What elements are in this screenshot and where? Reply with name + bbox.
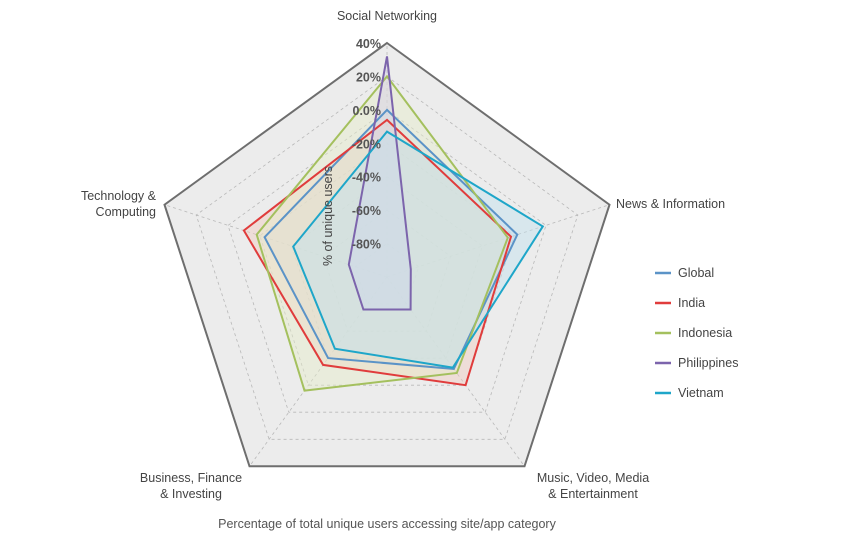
series-area-india (243, 119, 511, 386)
category-label: Social Networking (337, 9, 437, 23)
grid-ring (354, 243, 420, 305)
series-line-india (242, 118, 513, 387)
tick-label: 40% (356, 37, 381, 51)
legend-label: Indonesia (678, 326, 732, 340)
legend-label: Global (678, 266, 714, 280)
legend-label: Vietnam (678, 386, 724, 400)
grid-ring (291, 176, 483, 359)
tick-label: -40% (352, 171, 381, 185)
series-area-philippines (348, 56, 411, 310)
radar-background (164, 43, 610, 467)
category-label: & Entertainment (548, 487, 638, 501)
radar-outer-border (163, 41, 611, 468)
legend-item-indonesia[interactable]: Indonesia (655, 326, 732, 340)
legend-item-global[interactable]: Global (655, 266, 714, 280)
category-label: Business, Finance (140, 471, 242, 485)
category-label: News & Information (616, 197, 725, 211)
radar-grid (164, 43, 610, 467)
category-label: & Investing (160, 487, 222, 501)
tick-label: -80% (352, 238, 381, 252)
legend-label: India (678, 296, 705, 310)
series-line-vietnam (292, 130, 545, 369)
tick-label: -20% (352, 137, 381, 151)
legend-item-vietnam[interactable]: Vietnam (655, 386, 724, 400)
series-lines (242, 56, 545, 392)
y-axis-title: % of unique users (321, 166, 335, 266)
legend-label: Philippines (678, 356, 738, 370)
grid-ring (195, 75, 579, 440)
grid-spoke (386, 204, 610, 278)
legend[interactable]: Global India Indonesia Philippines Vietnam (655, 266, 738, 400)
grid-ring (227, 109, 547, 413)
series-line-philippines (347, 56, 412, 311)
series-line-indonesia (255, 74, 509, 392)
tick-label: 0.0% (353, 104, 382, 118)
chart-caption: Percentage of total unique users accessi… (218, 517, 556, 531)
series-line-global (263, 108, 519, 371)
category-label: Computing (96, 205, 156, 219)
category-label: Music, Video, Media (537, 471, 649, 485)
tick-label: -60% (352, 204, 381, 218)
category-label: Technology & (81, 189, 157, 203)
tick-label: 20% (356, 70, 381, 84)
legend-item-philippines[interactable]: Philippines (655, 356, 738, 370)
category-labels: Social Networking News & Information Music… (81, 9, 725, 501)
radial-tick-labels: 40% 20% 0.0% -20% -40% -60% -80% (352, 37, 381, 252)
legend-item-india[interactable]: India (655, 296, 705, 310)
